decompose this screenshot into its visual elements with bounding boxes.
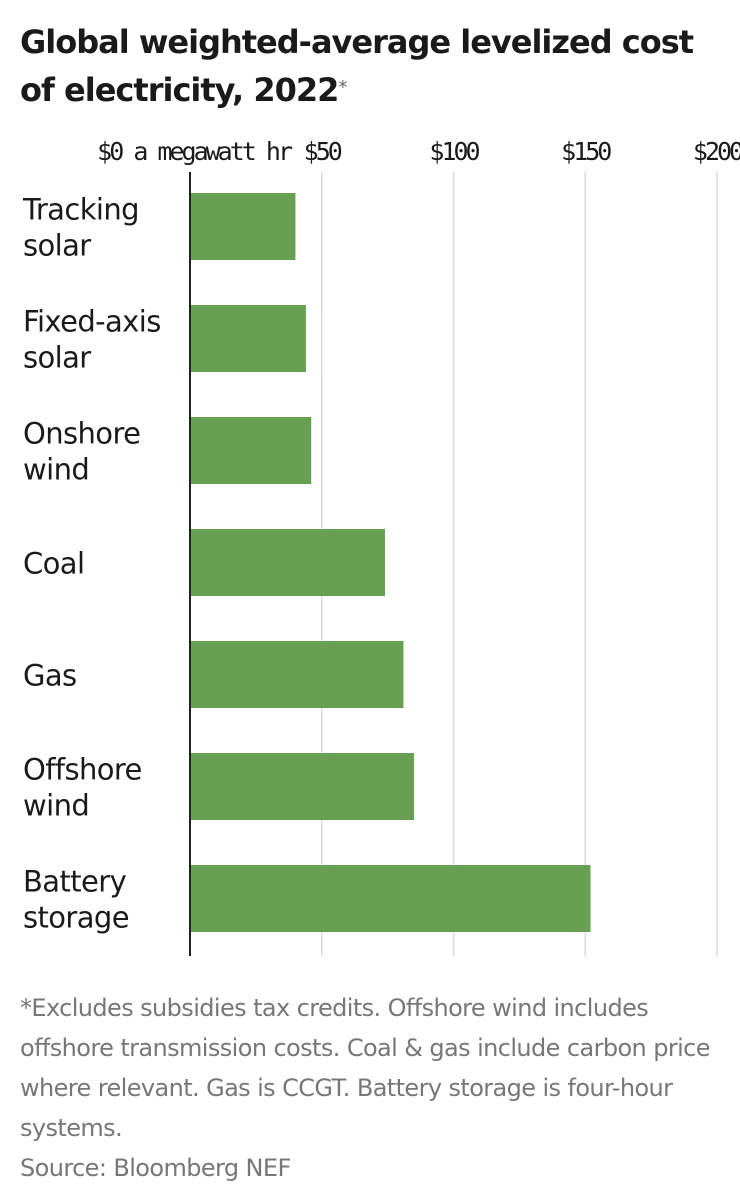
- bar-coal: [190, 529, 385, 596]
- category-labels: Tracking solar Fixed-axis solar Onshore wind C…: [22, 193, 161, 935]
- bar-fixed-axis-solar: [190, 305, 306, 372]
- category-label-battery-storage: Battery storage: [23, 865, 129, 935]
- bars: [190, 193, 591, 932]
- source-note: Source: Bloomberg NEF: [20, 1154, 291, 1182]
- x-tick-label-0: $0 a megawatt hr: [97, 137, 293, 166]
- bar-battery-storage: [190, 865, 591, 932]
- bar-offshore-wind: [190, 753, 414, 820]
- category-label-tracking-solar: Tracking solar: [22, 193, 139, 263]
- x-tick-label-50: $50: [304, 137, 342, 166]
- x-tick-label-200: $200: [693, 137, 740, 166]
- footnote: *Excludes subsidies tax credits. Offshor…: [20, 994, 711, 1142]
- bar-onshore-wind: [190, 417, 312, 484]
- category-label-gas: Gas: [23, 659, 77, 693]
- x-tick-label-100: $100: [429, 137, 479, 166]
- bar-tracking-solar: [190, 193, 296, 260]
- category-label-fixed-axis-solar: Fixed-axis solar: [23, 305, 161, 375]
- bar-gas: [190, 641, 404, 708]
- category-label-onshore-wind: Onshore wind: [23, 417, 140, 487]
- category-label-coal: Coal: [23, 547, 84, 581]
- x-tick-label-150: $150: [561, 137, 611, 166]
- x-axis-tick-labels: $0 a megawatt hr $50 $100 $150 $200: [97, 137, 740, 166]
- chart-title: Global weighted-average levelized cost o…: [20, 18, 720, 114]
- title-footnote-marker: *: [338, 77, 347, 98]
- chart-title-text: Global weighted-average levelized cost o…: [20, 23, 694, 109]
- bar-chart: $0 a megawatt hr $50 $100 $150 $200 Tracking…: [22, 137, 740, 956]
- category-label-offshore-wind: Offshore wind: [23, 753, 142, 823]
